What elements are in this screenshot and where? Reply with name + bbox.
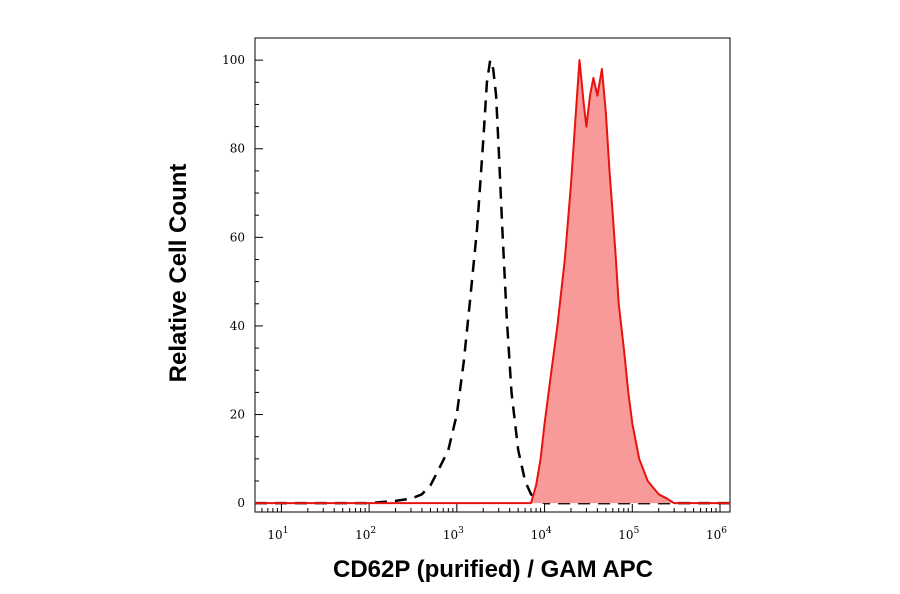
x-tick-label: 105 [618, 526, 639, 542]
x-tick-exponent: 5 [634, 526, 640, 536]
x-tick-exponent: 2 [370, 526, 376, 536]
x-axis-ticks: 101 102 103 104 105 106 [254, 504, 727, 542]
y-tick-label: 80 [230, 142, 245, 156]
y-axis-ticks: 0 20 40 60 80 100 [222, 53, 263, 510]
x-tick-base: 10 [443, 528, 458, 542]
x-tick-label: 102 [355, 526, 376, 542]
y-tick-label: 0 [237, 496, 245, 510]
x-tick-label: 106 [706, 526, 727, 542]
x-tick-label: 101 [267, 526, 288, 542]
x-axis-title: CD62P (purified) / GAM APC [333, 556, 653, 583]
y-tick-label: 20 [230, 408, 245, 422]
series-1-line [255, 58, 730, 505]
y-axis-title: Relative Cell Count [165, 164, 192, 383]
series-layer [255, 58, 730, 505]
x-tick-base: 10 [531, 528, 546, 542]
x-tick-exponent: 1 [283, 526, 289, 536]
x-tick-label: 103 [443, 526, 464, 542]
x-tick-exponent: 6 [721, 526, 727, 536]
x-tick-base: 10 [618, 528, 633, 542]
x-tick-base: 10 [355, 528, 370, 542]
x-tick-label: 104 [531, 526, 552, 542]
y-tick-label: 40 [230, 319, 245, 333]
series-2-line [255, 59, 730, 505]
y-tick-label: 100 [222, 53, 245, 67]
y-tick-label: 60 [230, 230, 245, 244]
plot-frame [254, 37, 731, 513]
x-tick-base: 10 [706, 528, 721, 542]
series-2-fill [255, 60, 730, 504]
x-tick-exponent: 3 [458, 526, 464, 536]
x-tick-exponent: 4 [546, 526, 552, 536]
x-tick-base: 10 [267, 528, 282, 542]
